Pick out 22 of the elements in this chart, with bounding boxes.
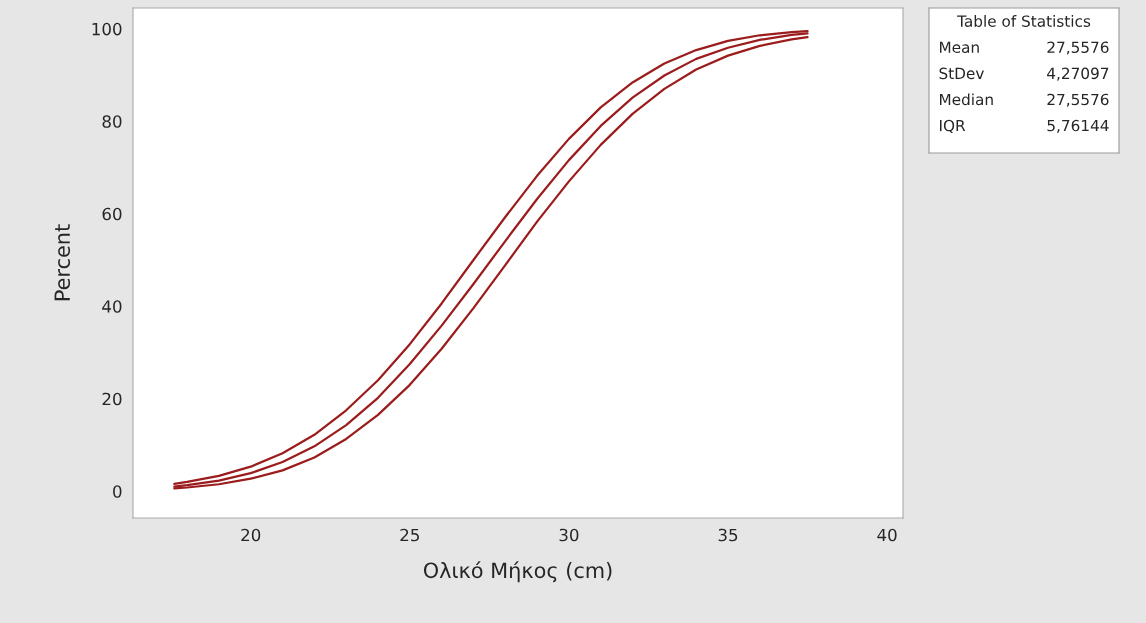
x-tick-label: 20 [241, 528, 261, 542]
text: 27,5576 [1047, 41, 1109, 55]
y-tick-label: 20 [102, 392, 122, 406]
text: 4,27097 [1047, 67, 1109, 81]
x-axis-title: Ολικό Μήκος (cm) [423, 561, 612, 583]
y-tick-label: 60 [102, 207, 122, 221]
text: StDev [939, 67, 984, 80]
y-axis-title: Percent [54, 224, 71, 301]
y-tick-label: 80 [102, 115, 122, 128]
text: Mean [940, 41, 979, 54]
text: 27,5576 [1047, 93, 1109, 107]
text: IQR [940, 119, 966, 134]
text: Median [940, 93, 993, 106]
text: Table of Statistics [957, 15, 1091, 27]
y-tick-label: 100 [92, 22, 122, 36]
text: 5,76144 [1047, 119, 1109, 133]
x-tick-label: 40 [877, 528, 897, 542]
x-tick-label: 25 [400, 528, 419, 542]
y-tick-label: 0 [113, 485, 122, 498]
x-tick-label: 35 [718, 528, 738, 542]
y-tick-label: 40 [102, 300, 122, 313]
x-tick-label: 30 [559, 528, 579, 542]
